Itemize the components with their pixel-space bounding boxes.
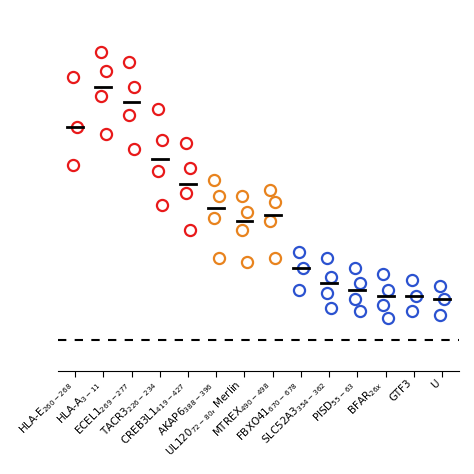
Text: AKAP6$_{388-396}$: AKAP6$_{388-396}$	[155, 378, 216, 438]
Text: FBXO41$_{670-678}$: FBXO41$_{670-678}$	[235, 378, 301, 444]
Text: SLC52A3$_{354-362}$: SLC52A3$_{354-362}$	[260, 378, 329, 447]
Text: ECEL1$_{269-277}$: ECEL1$_{269-277}$	[72, 378, 132, 438]
Text: U: U	[430, 378, 442, 390]
Text: CREB3L1$_{419-427}$: CREB3L1$_{419-427}$	[118, 378, 188, 448]
Text: TACR3$_{226-234}$: TACR3$_{226-234}$	[99, 378, 160, 439]
Text: HLA-E$_{260-268}$: HLA-E$_{260-268}$	[17, 378, 75, 437]
Text: UL120$_{72-80}$, Merlin: UL120$_{72-80}$, Merlin	[164, 378, 245, 459]
Text: MTREX$_{490-498}$: MTREX$_{490-498}$	[210, 378, 273, 440]
Text: GTF3: GTF3	[388, 378, 414, 404]
Text: HLA-A$_{3-11}$: HLA-A$_{3-11}$	[54, 378, 103, 427]
Text: BFAR$_{26x}$: BFAR$_{26x}$	[346, 378, 386, 418]
Text: PISD$_{55-63}$: PISD$_{55-63}$	[310, 378, 357, 425]
